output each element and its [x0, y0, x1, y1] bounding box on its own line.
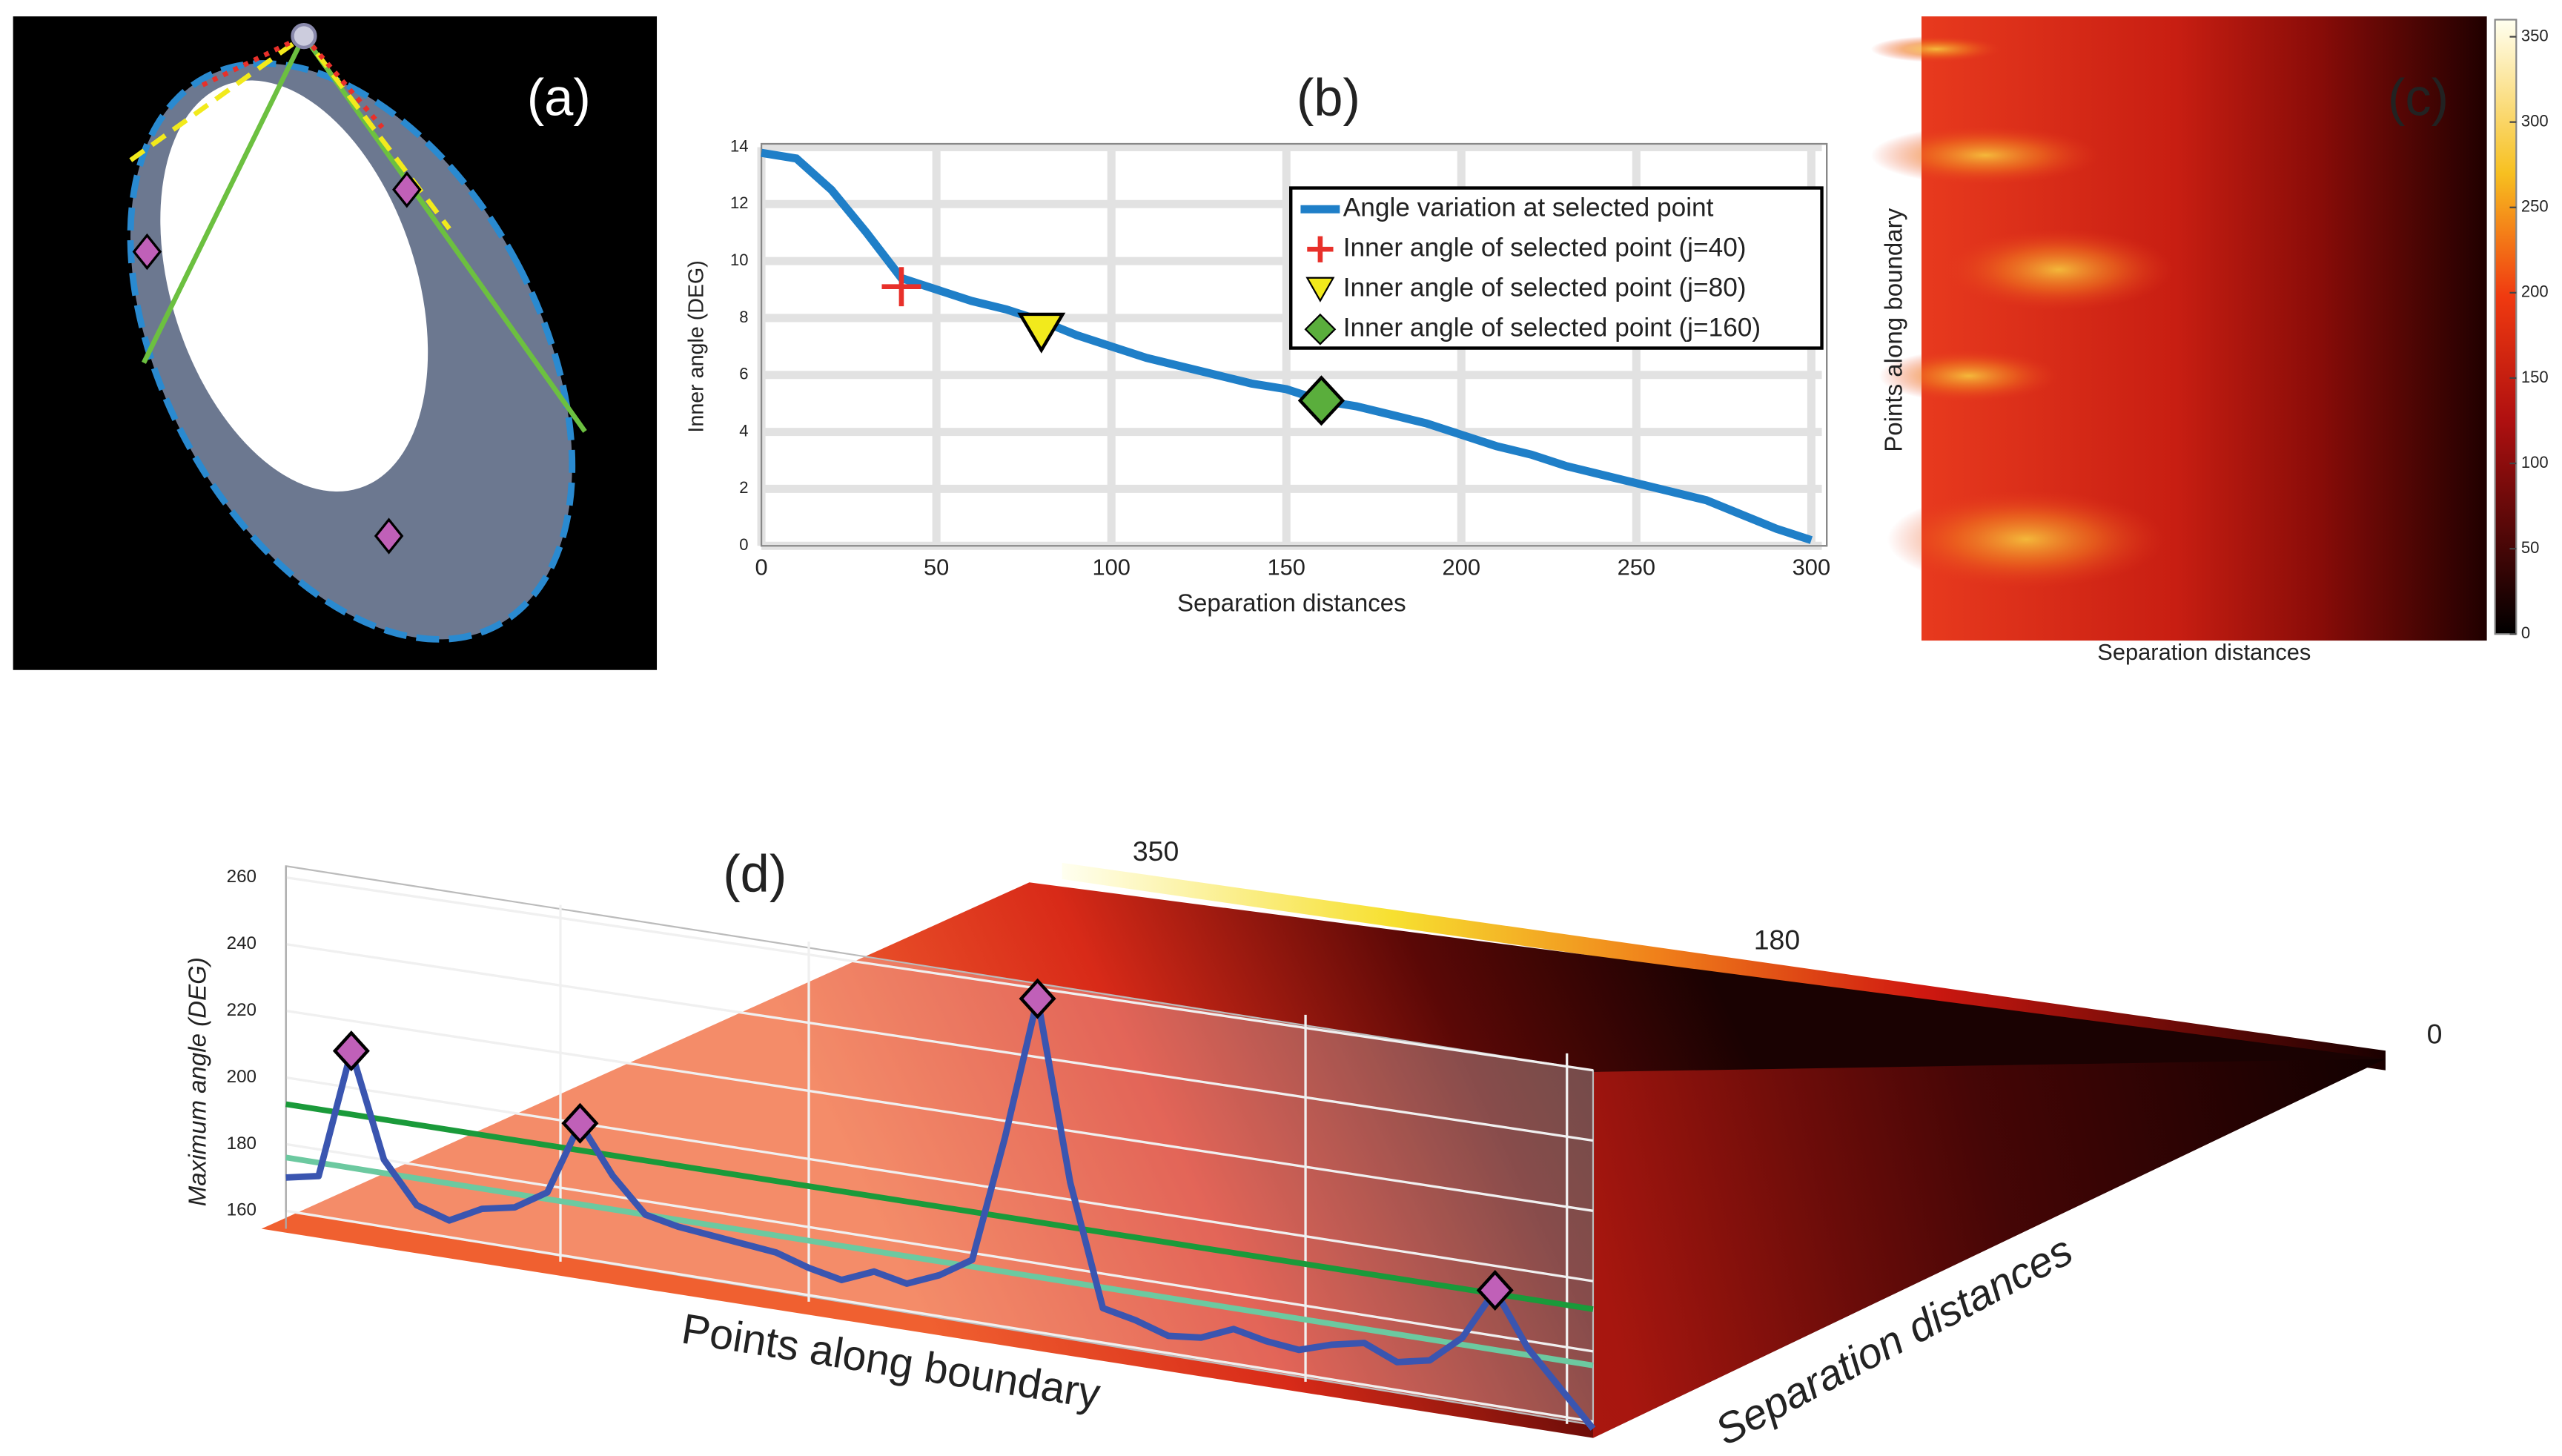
y-tick-label: 6: [739, 365, 748, 383]
colorbar-label: 350: [2521, 26, 2549, 44]
colorbar-label: 0: [2427, 1018, 2443, 1049]
x-axis-label: Separation distances: [2097, 639, 2311, 665]
panel-a: (a): [13, 16, 658, 670]
x-tick-label: 150: [1268, 554, 1305, 580]
x-tick-label: 300: [1793, 554, 1830, 580]
threshold: [285, 1101, 1594, 1312]
colorbar: [2494, 19, 2518, 635]
colorbar-label: 100: [2521, 453, 2549, 471]
grid-line: [285, 1076, 1594, 1283]
grid-line: [285, 942, 1594, 1142]
legend-label: Inner angle of selected point (j=160): [1343, 314, 1761, 343]
y-axis-label: Inner angle (DEG): [685, 260, 709, 432]
grid-line: [285, 876, 1594, 1072]
red-lines: [201, 33, 385, 130]
heatmap-blob: [1879, 349, 2059, 403]
x-tick-label: 0: [755, 554, 768, 580]
legend-swatch: [1307, 236, 1334, 262]
legend-label: Inner angle of selected point (j=80): [1343, 274, 1747, 302]
z-tick-label: 240: [227, 933, 256, 953]
plot-frame: [761, 142, 1828, 547]
x-tick-label: 100: [1092, 554, 1130, 580]
line: [285, 995, 1596, 1431]
colorbar-label: 200: [2521, 282, 2549, 301]
marker: [1297, 375, 1345, 426]
line: [761, 148, 1813, 544]
grid-line: [285, 1209, 1594, 1423]
threshold: [285, 1154, 1594, 1369]
colorbar-label: 50: [2521, 538, 2540, 557]
diamonds: [132, 171, 422, 555]
grid-line: [285, 1142, 1594, 1353]
legend-swatch: [1304, 313, 1337, 345]
colorbar-label: 300: [2521, 111, 2549, 130]
x-axis-label: Separation distances: [1177, 589, 1406, 617]
panel-label: (d): [723, 844, 787, 902]
heatmap-blob: [1944, 228, 2174, 311]
shape-inner: [160, 80, 428, 492]
colorbar-label: 180: [1754, 924, 1801, 956]
legend-label: Angle variation at selected point: [1343, 193, 1714, 222]
peak-marker: [332, 1030, 370, 1072]
heatmap-blob: [1870, 36, 2002, 62]
panel-label: (b): [1297, 67, 1360, 126]
z-axis-label: Maximum angle (DEG): [185, 957, 212, 1206]
y-tick-label: 10: [730, 251, 749, 269]
heatmap-blob: [1870, 125, 2100, 185]
colorbar-label: 0: [2521, 623, 2530, 642]
marker: [1017, 312, 1066, 354]
y-tick-label: 8: [739, 308, 748, 326]
selected-point: [291, 22, 317, 50]
y-tick-label: 4: [739, 421, 748, 440]
legend-swatch: [1305, 277, 1335, 302]
z-tick-label: 260: [227, 867, 256, 887]
side-heatmap: [1592, 1059, 2386, 1438]
marker: [881, 267, 921, 307]
peak-marker: [1476, 1270, 1514, 1311]
panel-label: (c): [2388, 67, 2449, 126]
z-tick-label: 200: [227, 1067, 256, 1087]
colorbar-label: 250: [2521, 197, 2549, 216]
peak-marker: [1019, 978, 1056, 1019]
z-tick-label: 220: [227, 1000, 256, 1020]
legend: [1289, 186, 1824, 350]
y-tick-label: 0: [739, 535, 748, 554]
y-tick-label: 12: [730, 193, 749, 212]
x-tick-label: 250: [1618, 554, 1655, 580]
peak-marker: [561, 1102, 599, 1144]
colorbar-label: 150: [2521, 368, 2549, 386]
legend-label: Inner angle of selected point (j=40): [1343, 234, 1747, 262]
heatmap-blob: [1887, 490, 2165, 589]
y-tick-label: 2: [739, 478, 748, 497]
z-tick-label: 180: [227, 1134, 256, 1154]
grid-line: [285, 1009, 1594, 1212]
panel-label: (a): [527, 67, 591, 126]
y-axis-label: Points along boundary: [1880, 208, 1907, 451]
x-tick-label: 200: [1443, 554, 1480, 580]
y-tick-label: 14: [730, 136, 749, 155]
colorbar-label: 350: [1133, 835, 1179, 867]
z-tick-label: 160: [227, 1200, 256, 1220]
x-tick-label: 50: [924, 554, 949, 580]
